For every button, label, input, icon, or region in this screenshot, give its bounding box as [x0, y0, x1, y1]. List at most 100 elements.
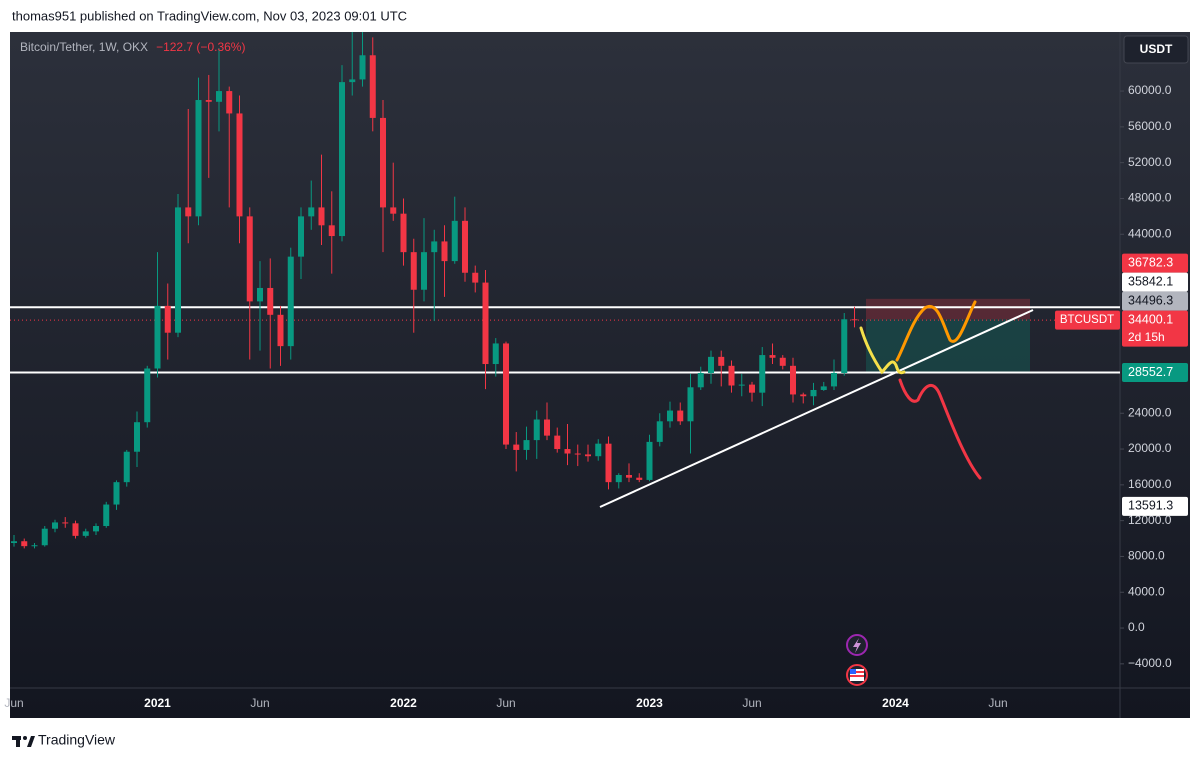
- x-tick-label: Jun: [742, 696, 761, 710]
- candle-body: [472, 272, 479, 283]
- candle-body: [328, 225, 335, 237]
- price-label-box: [1122, 272, 1188, 292]
- candle-body: [267, 287, 274, 315]
- candle-body: [697, 372, 704, 388]
- candle-body: [585, 454, 591, 457]
- logo-part: [23, 736, 27, 740]
- lightning-symbol: [853, 638, 861, 653]
- candle-body: [369, 55, 376, 118]
- candle-body: [410, 252, 417, 290]
- candle-body: [298, 216, 304, 257]
- candle-body: [390, 207, 397, 214]
- footer-logo: [12, 736, 35, 747]
- candle-body: [421, 252, 427, 290]
- footer-brand: TradingView: [38, 732, 116, 748]
- x-tick-label: 2024: [882, 696, 909, 710]
- event-icons: [846, 634, 868, 686]
- candle-body: [482, 282, 489, 365]
- price-label: 35842.1: [1128, 274, 1173, 288]
- price-label-box: [1122, 310, 1188, 347]
- candle-body: [677, 410, 684, 422]
- symbol-tag-box: [1055, 310, 1120, 330]
- currency-button[interactable]: [1123, 35, 1189, 64]
- candle-body: [626, 475, 632, 478]
- candle-body: [605, 443, 612, 483]
- candle-body: [841, 319, 848, 373]
- candle-body: [687, 387, 694, 422]
- legend-symbol: Bitcoin/Tether, 1W, OKX: [20, 40, 148, 54]
- candle-body: [544, 419, 550, 436]
- candle-body: [175, 207, 181, 333]
- candle-body: [431, 241, 438, 253]
- legend-change: −122.7 (−0.36%): [156, 40, 245, 54]
- candle-body: [851, 319, 858, 321]
- candle-body: [246, 216, 253, 302]
- candle-body: [103, 504, 110, 527]
- candle-body: [82, 531, 89, 536]
- price-label: 34400.1: [1128, 312, 1173, 326]
- candle-body: [513, 444, 520, 450]
- y-tick-label: 20000.0: [1128, 441, 1172, 455]
- candle-body: [359, 55, 366, 80]
- chart-panel: [10, 32, 1190, 718]
- price-label: 13591.3: [1128, 499, 1173, 513]
- candle-body: [595, 443, 602, 457]
- stop-zone: [866, 298, 1030, 320]
- candle-body: [144, 368, 151, 423]
- candle-body: [492, 343, 499, 365]
- y-tick-label: 48000.0: [1128, 191, 1172, 205]
- x-tick-label: Jun: [250, 696, 269, 710]
- currency-label: USDT: [1140, 42, 1173, 56]
- candle-body: [646, 441, 653, 480]
- candle-body: [462, 220, 468, 273]
- candle-body: [349, 79, 356, 83]
- candle-body: [380, 117, 386, 208]
- candle-body: [11, 541, 17, 544]
- price-label-box: [1122, 291, 1188, 311]
- candle-body: [769, 355, 776, 358]
- logo-part: [16, 736, 20, 747]
- price-label-box: [1122, 363, 1188, 383]
- candle-body: [636, 477, 643, 480]
- candle-body: [339, 82, 345, 237]
- x-tick-label: Jun: [496, 696, 515, 710]
- plot-area: [10, 32, 1120, 549]
- publish-header: thomas951 published on TradingView.com, …: [12, 8, 407, 23]
- candle-body: [533, 419, 540, 441]
- candle-body: [195, 100, 202, 217]
- orange-projection: [895, 300, 977, 362]
- candle-body: [759, 355, 766, 393]
- candle-body: [831, 372, 837, 387]
- symbol-tag: BTCUSDT: [1060, 314, 1114, 326]
- y-tick-label: 12000.0: [1128, 513, 1172, 527]
- price-label: 36782.3: [1128, 255, 1173, 269]
- candle-body: [564, 449, 571, 454]
- candle-body: [257, 287, 263, 302]
- y-tick-label: 56000.0: [1128, 119, 1172, 133]
- candle-body: [93, 526, 99, 532]
- price-label: 34496.3: [1128, 293, 1173, 307]
- x-tick-label: 2022: [390, 696, 417, 710]
- candle-body: [154, 305, 161, 369]
- price-label-box: [1122, 496, 1188, 516]
- candle-body: [554, 435, 561, 450]
- y-tick-label: 4000.0: [1128, 584, 1165, 598]
- y-tick-label: 0.0: [1128, 620, 1145, 634]
- candle-body: [503, 343, 509, 445]
- candle-body: [779, 357, 786, 366]
- x-tick-label: 2021: [144, 696, 171, 710]
- candle-body: [656, 421, 663, 442]
- candle-body: [308, 207, 315, 217]
- candle-body: [134, 422, 140, 452]
- candle-body: [62, 522, 69, 524]
- x-tick-label: 2023: [636, 696, 663, 710]
- y-tick-label: 8000.0: [1128, 549, 1165, 563]
- candle-body: [277, 314, 284, 347]
- candle-body: [800, 394, 807, 397]
- candle-body: [205, 100, 212, 102]
- candle-body: [615, 475, 622, 483]
- candle-body: [790, 365, 796, 395]
- candle-body: [72, 523, 79, 536]
